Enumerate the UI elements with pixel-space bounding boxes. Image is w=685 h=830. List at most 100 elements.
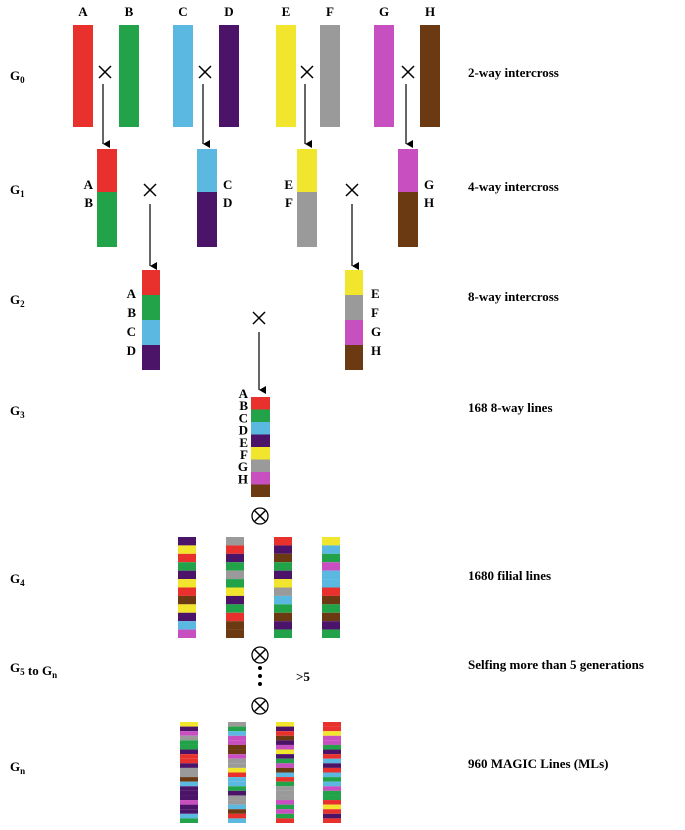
self-symbol bbox=[251, 507, 269, 525]
chromosome-segment bbox=[180, 818, 198, 823]
generation-label-sub: 2 bbox=[20, 299, 25, 309]
chromosome-segment bbox=[226, 595, 244, 605]
parent-label: B bbox=[125, 4, 134, 19]
generation-label-text: G bbox=[10, 571, 20, 586]
chromosome-label: B bbox=[127, 305, 136, 320]
chromosome-segment bbox=[228, 781, 246, 787]
chromosome-segment bbox=[180, 804, 198, 810]
chromosome-segment bbox=[228, 809, 246, 814]
chromosome-segment bbox=[180, 786, 198, 791]
chromosome-segment bbox=[323, 758, 341, 764]
generation-label-sub: 4 bbox=[20, 578, 25, 588]
chromosome-segment bbox=[276, 744, 294, 750]
generation-label-text: G bbox=[10, 660, 20, 675]
dot bbox=[258, 666, 262, 670]
generation-description: 8-way intercross bbox=[468, 289, 559, 304]
cross bbox=[253, 648, 267, 662]
chromosome-segment bbox=[97, 149, 117, 192]
chromosome-segment bbox=[323, 726, 341, 732]
generation-label-sub: 5 bbox=[20, 667, 25, 677]
chromosome-segment bbox=[274, 570, 292, 580]
chromosome-segment bbox=[323, 781, 341, 787]
chromosome-segment bbox=[178, 545, 196, 554]
chromosome-segment bbox=[178, 629, 196, 638]
chromosome-segment bbox=[274, 553, 292, 563]
cross bbox=[98, 65, 112, 79]
chromosome-label: D bbox=[127, 343, 136, 358]
chromosome-segment bbox=[178, 579, 196, 588]
chromosome-segment bbox=[345, 270, 363, 295]
chromosome-segment bbox=[274, 537, 292, 546]
generation-description: 1680 filial lines bbox=[468, 568, 551, 583]
chromosome-label: C bbox=[127, 324, 136, 339]
chromosome-segment bbox=[178, 612, 196, 622]
dot bbox=[258, 674, 262, 678]
chromosome-segment bbox=[180, 722, 198, 727]
chromosome-segment bbox=[322, 595, 340, 605]
chromosome-segment bbox=[323, 735, 341, 741]
chromosome-segment bbox=[276, 777, 294, 782]
chromosome-segment bbox=[228, 731, 246, 736]
chromosome-segment bbox=[178, 621, 196, 630]
chromosome-segment bbox=[142, 320, 160, 345]
chromosome-segment bbox=[142, 295, 160, 320]
generation-label-text: G bbox=[10, 759, 20, 774]
chromosome-segment bbox=[323, 795, 341, 801]
chromosome-segment bbox=[228, 786, 246, 791]
chromosome-segment bbox=[276, 758, 294, 764]
chromosome-segment bbox=[251, 472, 270, 485]
chromosome-segment bbox=[274, 629, 292, 638]
chromosome-segment bbox=[180, 735, 198, 741]
chromosome-segment bbox=[322, 621, 340, 630]
chromosome-label: C bbox=[223, 177, 232, 192]
chromosome-segment bbox=[228, 790, 246, 796]
chromosome-segment bbox=[276, 804, 294, 810]
chromosome-segment bbox=[276, 722, 294, 727]
chromosome-segment bbox=[251, 397, 270, 410]
chromosome-segment bbox=[322, 562, 340, 571]
parent-label: G bbox=[379, 4, 389, 19]
chromosome-segment bbox=[297, 149, 317, 192]
cross bbox=[252, 311, 266, 325]
chromosome-segment bbox=[226, 579, 244, 588]
chromosome-segment bbox=[180, 809, 198, 814]
chromosome-segment bbox=[228, 772, 246, 778]
chromosome-segment bbox=[178, 604, 196, 613]
chromosome-segment bbox=[323, 790, 341, 796]
chromosome-segment bbox=[180, 790, 198, 796]
chromosome-segment bbox=[274, 562, 292, 571]
chromosome-segment bbox=[276, 754, 294, 759]
chromosome-segment bbox=[180, 731, 198, 736]
parent-label: E bbox=[282, 4, 291, 19]
generation-label-text: to G bbox=[25, 663, 52, 678]
chromosome-segment bbox=[228, 813, 246, 819]
chromosome-segment bbox=[180, 740, 198, 745]
generation-label-sub: 0 bbox=[20, 75, 25, 85]
chromosome-label: H bbox=[371, 343, 381, 358]
chromosome-segment bbox=[323, 767, 341, 773]
chromosome-segment bbox=[228, 740, 246, 745]
chromosome-segment bbox=[226, 537, 244, 546]
chromosome-segment bbox=[398, 149, 418, 192]
chromosome-segment bbox=[180, 744, 198, 750]
generation-label-text: G bbox=[10, 292, 20, 307]
chromosome-segment bbox=[226, 604, 244, 613]
chromosome-label: F bbox=[285, 195, 293, 210]
chromosome-segment bbox=[274, 621, 292, 630]
chromosome-segment bbox=[276, 795, 294, 801]
chromosome-segment bbox=[180, 777, 198, 782]
parent-label: A bbox=[78, 4, 88, 19]
chromosome-segment bbox=[274, 587, 292, 596]
chromosome-segment bbox=[276, 813, 294, 819]
generation-description: 4-way intercross bbox=[468, 179, 559, 194]
chromosome-segment bbox=[323, 740, 341, 745]
chromosome-segment bbox=[374, 25, 394, 127]
chromosome-segment bbox=[276, 781, 294, 787]
chromosome-segment bbox=[226, 612, 244, 622]
generation-label: G0 bbox=[10, 68, 25, 85]
chromosome-segment bbox=[398, 192, 418, 247]
chromosome-segment bbox=[322, 553, 340, 563]
parent-label: D bbox=[224, 4, 233, 19]
chromosome-label: H bbox=[238, 471, 248, 486]
chromosome-segment bbox=[274, 604, 292, 613]
